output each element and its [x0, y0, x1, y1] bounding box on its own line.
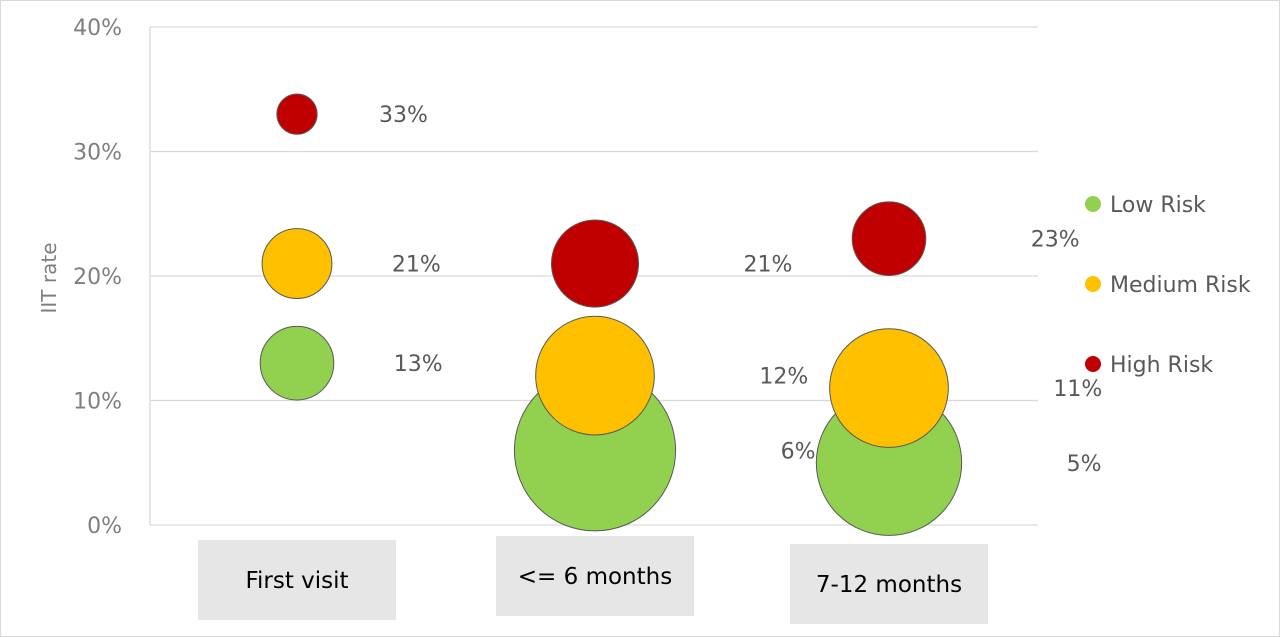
y-tick-label: 30%: [73, 141, 122, 166]
data-label: 5%: [1067, 452, 1102, 477]
bubble-medium-risk: [261, 228, 333, 299]
data-label: 23%: [1031, 228, 1080, 253]
legend-label-medium-risk: Medium Risk: [1110, 273, 1251, 298]
bubble-low-risk: [259, 325, 335, 401]
y-tick-label: 10%: [73, 390, 122, 415]
bubble-high-risk: [851, 201, 927, 276]
y-axis-label: IIT rate: [37, 243, 61, 314]
data-label: 21%: [744, 253, 793, 278]
bubbles: [259, 93, 963, 536]
category-label: First visit: [245, 568, 348, 594]
y-tick-label: 0%: [87, 514, 122, 539]
y-tick-label: 20%: [73, 265, 122, 290]
bubble-high-risk: [550, 219, 640, 308]
category-labels: First visit <= 6 months 7-12 months: [198, 536, 988, 624]
bubble-high-risk: [276, 93, 318, 135]
category-box: [198, 540, 396, 620]
data-labels: 13% 6% 5% 21% 12% 11% 33% 21% 23%: [379, 103, 1102, 477]
data-label: 11%: [1053, 377, 1102, 402]
data-label: 13%: [394, 352, 443, 377]
legend-marker-medium-risk: [1085, 276, 1101, 292]
y-axis-ticks: 0% 10% 20% 30% 40%: [73, 16, 122, 539]
legend-label-low-risk: Low Risk: [1110, 193, 1206, 218]
y-tick-label: 40%: [73, 16, 122, 41]
legend: Low Risk Medium Risk High Risk: [1085, 193, 1251, 378]
bubble-medium-risk: [829, 328, 949, 448]
data-label: 33%: [379, 103, 428, 128]
bubble-medium-risk: [535, 315, 655, 436]
category-label: <= 6 months: [518, 564, 672, 590]
category-box: [496, 536, 694, 616]
legend-marker-low-risk: [1085, 196, 1101, 212]
data-label: 12%: [759, 365, 808, 390]
category-label: 7-12 months: [816, 572, 962, 598]
data-label: 6%: [781, 439, 816, 464]
legend-label-high-risk: High Risk: [1110, 353, 1213, 378]
legend-marker-high-risk: [1085, 356, 1101, 372]
category-box: [790, 544, 988, 624]
data-label: 21%: [392, 253, 441, 278]
